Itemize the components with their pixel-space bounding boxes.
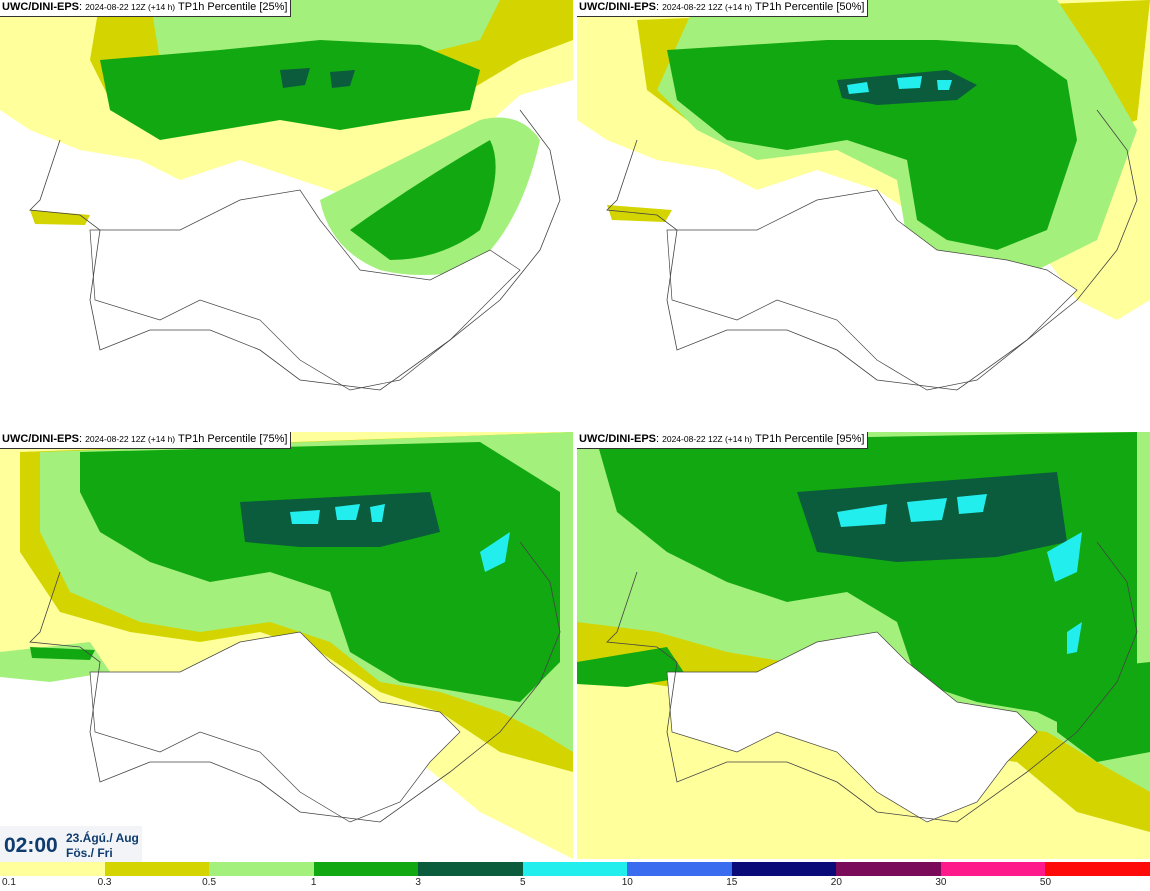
legend-tick-label: 10 — [621, 877, 633, 888]
legend-tick-label: 3 — [415, 877, 421, 888]
legend-swatch — [627, 862, 732, 876]
legend-swatch — [418, 862, 523, 876]
map-panel-p50: UWC/DINI-EPS: 2024-08-22 12Z (+14 h) TP1… — [577, 0, 1150, 427]
map-panel-p95: UWC/DINI-EPS: 2024-08-22 12Z (+14 h) TP1… — [577, 432, 1150, 859]
legend-tick-label: 0.5 — [202, 877, 217, 888]
legend-tick-label: 50 — [1039, 877, 1052, 888]
map-panel-p25: UWC/DINI-EPS: 2024-08-22 12Z (+14 h) TP1… — [0, 0, 573, 427]
panel-title: UWC/DINI-EPS: 2024-08-22 12Z (+14 h) TP1… — [577, 432, 869, 449]
panel-title: UWC/DINI-EPS: 2024-08-22 12Z (+14 h) TP1… — [577, 0, 869, 17]
precip-map — [0, 432, 573, 859]
legend-swatch — [940, 862, 1046, 876]
valid-time-clock: 02:00 — [4, 834, 58, 857]
color-legend: 0.1 0.3 0.5 1 3 5 10 15 20 30 50 — [0, 862, 1150, 891]
legend-swatch — [731, 862, 837, 876]
legend-tick-label: 0.1 — [2, 877, 16, 888]
map-panel-p75: UWC/DINI-EPS: 2024-08-22 12Z (+14 h) TP1… — [0, 432, 573, 859]
legend-tick-label: 5 — [519, 877, 526, 888]
legend-swatch — [209, 862, 314, 876]
legend-tick-label: 0.3 — [97, 877, 112, 888]
panel-title: UWC/DINI-EPS: 2024-08-22 12Z (+14 h) TP1… — [0, 0, 292, 17]
valid-time-weekday: Fös./ Fri — [66, 846, 113, 860]
legend-tick-label: 1 — [310, 877, 317, 888]
legend-swatch — [1045, 862, 1150, 876]
legend-swatches — [0, 862, 1150, 876]
legend-tick-label: 15 — [726, 877, 738, 888]
legend-swatch — [313, 862, 419, 876]
legend-swatch — [836, 862, 941, 876]
precip-map — [577, 0, 1150, 391]
panel-title: UWC/DINI-EPS: 2024-08-22 12Z (+14 h) TP1… — [0, 432, 292, 449]
legend-swatch — [0, 862, 105, 876]
legend-swatch — [522, 862, 628, 876]
valid-time-date: 23.Ágú./ Aug — [66, 831, 139, 845]
legend-swatch — [104, 862, 210, 876]
legend-tick-label: 30 — [935, 877, 947, 888]
precip-map — [577, 432, 1150, 859]
valid-time-box: 02:00 23.Ágú./ Aug Fös./ Fri — [0, 826, 142, 862]
legend-tick-label: 20 — [830, 877, 842, 888]
precip-map — [0, 0, 573, 391]
